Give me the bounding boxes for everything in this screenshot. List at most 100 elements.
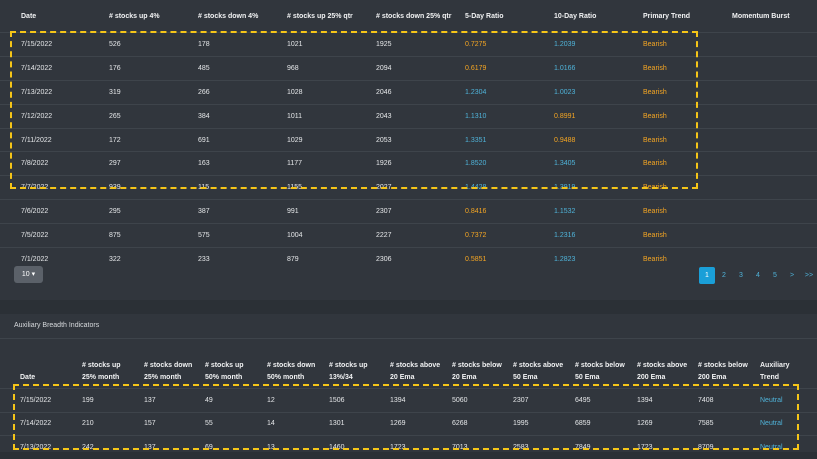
table-cell-date: 7/13/2022 [0, 79, 109, 105]
table-row: 7/14/2022 176 485 968 2094 0.6179 1.0166 Bearis… [0, 55, 817, 81]
column-header-line: # stocks below [575, 362, 625, 369]
table-cell-down4: 387 [198, 199, 287, 224]
table-cell-up25q: 968 [287, 55, 376, 81]
table-cell-up4: 875 [109, 223, 198, 248]
table-cell-up25q: 879 [287, 247, 376, 271]
table-cell-up25q: 1155 [287, 175, 376, 200]
column-header-line: # stocks above [637, 362, 688, 369]
table-row: 7/11/2022 172 691 1029 2053 1.3351 0.9488 Beari… [0, 127, 817, 152]
table-cell: 1269 [390, 411, 452, 436]
table-cell-trend: Bearish [643, 103, 732, 129]
table-cell: 13 [267, 435, 329, 459]
table-cell: 7585 [698, 411, 760, 436]
page-3-button[interactable]: 3 [739, 272, 743, 279]
table-cell-r10: 1.0023 [554, 79, 643, 105]
table-cell-date: 7/6/2022 [0, 199, 109, 224]
table-cell-date: 7/15/2022 [0, 32, 109, 57]
column-header-line: 50% month [205, 374, 243, 381]
table-cell-date: 7/8/2022 [0, 151, 109, 176]
table-cell-r10: 1.0166 [554, 55, 643, 81]
column-header: # stocks down 25% qtr [376, 12, 452, 20]
next-page-button[interactable]: > [789, 272, 795, 279]
column-header: # stocks above 20 Ema [390, 340, 452, 389]
table-cell-down25q: 2307 [376, 199, 465, 224]
section-divider [0, 338, 817, 339]
table-cell-trend: Bearish [643, 79, 732, 105]
table-cell-date: 7/12/2022 [0, 103, 109, 129]
table-cell: 69 [205, 435, 267, 459]
table-cell: 2583 [513, 435, 575, 459]
column-header: # stocks below 50 Ema [575, 340, 637, 389]
page-5-button[interactable]: 5 [773, 272, 777, 279]
column-header: Auxiliary Trend [760, 340, 817, 389]
page-1-button[interactable]: 1 [699, 267, 715, 284]
table-cell-r5: 1.1310 [465, 103, 554, 129]
table-cell-date: 7/5/2022 [0, 223, 109, 248]
column-header-line: 25% month [82, 374, 120, 381]
column-header: Date [21, 12, 37, 20]
column-header-line: 25% month [144, 374, 182, 381]
page-4-button[interactable]: 4 [756, 272, 760, 279]
column-header-line: Trend [760, 374, 780, 381]
column-header: # stocks below 20 Ema [452, 340, 513, 389]
table-cell-r5: 1.8520 [465, 151, 554, 176]
table-cell: 12 [267, 388, 329, 412]
table-row: 7/7/2022 939 115 1155 2027 1.4428 1.3919 Bearis… [0, 175, 817, 200]
table-cell-burst [732, 127, 817, 152]
table-cell: 7849 [575, 435, 637, 459]
table-cell: 210 [82, 411, 144, 436]
table-cell-r5: 0.8416 [465, 199, 554, 224]
table-cell: 8709 [698, 435, 760, 459]
table-cell-r10: 0.8991 [554, 103, 643, 129]
column-header: # stocks above 50 Ema [513, 340, 575, 389]
table-cell-down25q: 2046 [376, 79, 465, 105]
table-cell-burst [732, 55, 817, 81]
page-size-select[interactable]: 10 ▾ [14, 266, 43, 283]
page-2-button[interactable]: 2 [722, 272, 726, 279]
table-cell-down25q: 2027 [376, 175, 465, 200]
column-header: Date [0, 340, 82, 389]
table-cell: 7013 [452, 435, 513, 459]
table-cell-up4: 526 [109, 32, 198, 57]
table-cell-burst [732, 199, 817, 224]
table-cell-date: 7/7/2022 [0, 175, 109, 200]
table-cell: 1394 [390, 388, 452, 412]
table-cell: 1269 [637, 411, 698, 436]
column-header-line: # stocks up [329, 362, 368, 369]
table-cell-trend: Bearish [643, 55, 732, 81]
last-page-button[interactable]: >> [804, 272, 814, 279]
table-cell-r10: 1.2316 [554, 223, 643, 248]
table-cell: Neutral [760, 388, 817, 412]
table-row: 7/5/2022 875 575 1004 2227 0.7372 1.2316 Bearis… [0, 223, 817, 248]
column-header: # stocks up 50% month [205, 340, 267, 389]
table-cell: 1723 [637, 435, 698, 459]
table-cell-down25q: 2227 [376, 223, 465, 248]
table-cell-down4: 233 [198, 247, 287, 271]
table-cell-date: 7/1/2022 [0, 247, 109, 271]
column-header: Primary Trend [643, 12, 691, 20]
breadth-table-panel: Date # stocks up 4% # stocks down 4% # stoc… [0, 12, 817, 284]
column-header-line: # stocks below [452, 362, 502, 369]
table-cell-trend: Bearish [643, 223, 732, 248]
table-cell: 5060 [452, 388, 513, 412]
table-cell-r10: 1.1532 [554, 199, 643, 224]
table-row: 7/14/2022 210 157 55 14 1301 1269 6268 1995 6859 1… [0, 411, 817, 436]
table-cell-down25q: 1925 [376, 32, 465, 57]
table-cell-down4: 178 [198, 32, 287, 57]
table-cell: 1460 [329, 435, 390, 459]
column-header-line: 200 Ema [698, 374, 727, 381]
table-cell-burst [732, 247, 817, 271]
column-header-line: # stocks above [513, 362, 564, 369]
table-cell: 199 [82, 388, 144, 412]
column-header: # stocks down 4% [198, 12, 259, 20]
table-cell-trend: Bearish [643, 175, 732, 200]
table-cell-down4: 163 [198, 151, 287, 176]
column-header: # stocks down 50% month [267, 340, 329, 389]
section-title: Auxiliary Breadth Indicators [14, 322, 100, 329]
table-cell-burst [732, 103, 817, 129]
table-cell-up25q: 1004 [287, 223, 376, 248]
table-cell-up25q: 991 [287, 199, 376, 224]
table-cell-up25q: 1177 [287, 151, 376, 176]
table-cell-r10: 1.2823 [554, 247, 643, 271]
column-header-line: 50 Ema [513, 374, 538, 381]
